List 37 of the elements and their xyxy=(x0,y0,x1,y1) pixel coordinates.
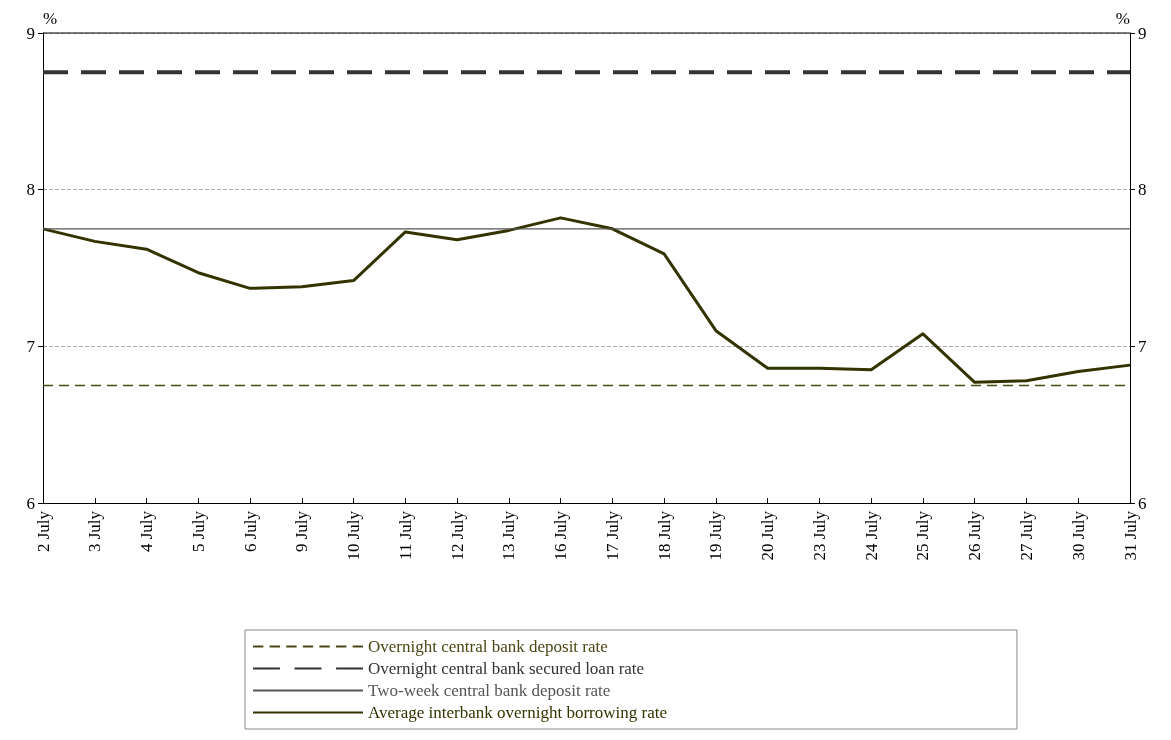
x-tick-label: 25 July xyxy=(913,510,933,561)
x-tick-label: 10 July xyxy=(344,510,364,561)
x-tick-label: 27 July xyxy=(1016,510,1036,561)
y-tick-label: 9 xyxy=(26,23,35,43)
y-tick-label: 8 xyxy=(26,180,35,200)
x-tick-label: 26 July xyxy=(965,510,985,561)
x-tick-label: 4 July xyxy=(137,510,157,553)
x-tick-label: 16 July xyxy=(551,510,571,561)
x-tick-label: 30 July xyxy=(1068,510,1088,561)
x-tick-label: 5 July xyxy=(188,510,208,553)
y2-tick-label: 7 xyxy=(1138,336,1147,356)
x-tick-label: 24 July xyxy=(861,510,881,561)
legend-label: Overnight central bank deposit rate xyxy=(368,637,608,656)
x-tick-label: 23 July xyxy=(809,510,829,561)
x-tick-label: 18 July xyxy=(654,510,674,561)
x-tick-label: 31 July xyxy=(1120,510,1140,561)
x-tick-label: 13 July xyxy=(499,510,519,561)
text: Two-week central bank deposit rate xyxy=(368,681,611,700)
x-tick-label: 2 July xyxy=(33,510,53,553)
y-tick-label: 7 xyxy=(26,336,36,356)
x-tick-label: 19 July xyxy=(706,510,726,561)
legend-label: Overnight central bank secured loan rate xyxy=(368,659,645,678)
line-series xyxy=(41,216,1132,384)
x-tick-label: 20 July xyxy=(758,510,778,561)
x-tick-label: 3 July xyxy=(85,510,105,553)
y-axis-title: % xyxy=(43,9,58,28)
x-tick-label: 11 July xyxy=(395,510,415,560)
x-tick-label: 17 July xyxy=(602,510,622,561)
x-tick-label: 12 July xyxy=(447,510,467,561)
x-tick-label: 6 July xyxy=(240,510,260,553)
y-tick-label: 6 xyxy=(26,493,35,513)
text: Average interbank overnight borrowing rate xyxy=(368,703,667,722)
y2-tick-label: 9 xyxy=(1138,23,1147,43)
y2-tick-label: 8 xyxy=(1138,180,1147,200)
x-tick-label: 9 July xyxy=(292,510,312,553)
y2-axis-title: % xyxy=(1115,9,1130,28)
y2-tick-label: 6 xyxy=(1138,493,1147,513)
